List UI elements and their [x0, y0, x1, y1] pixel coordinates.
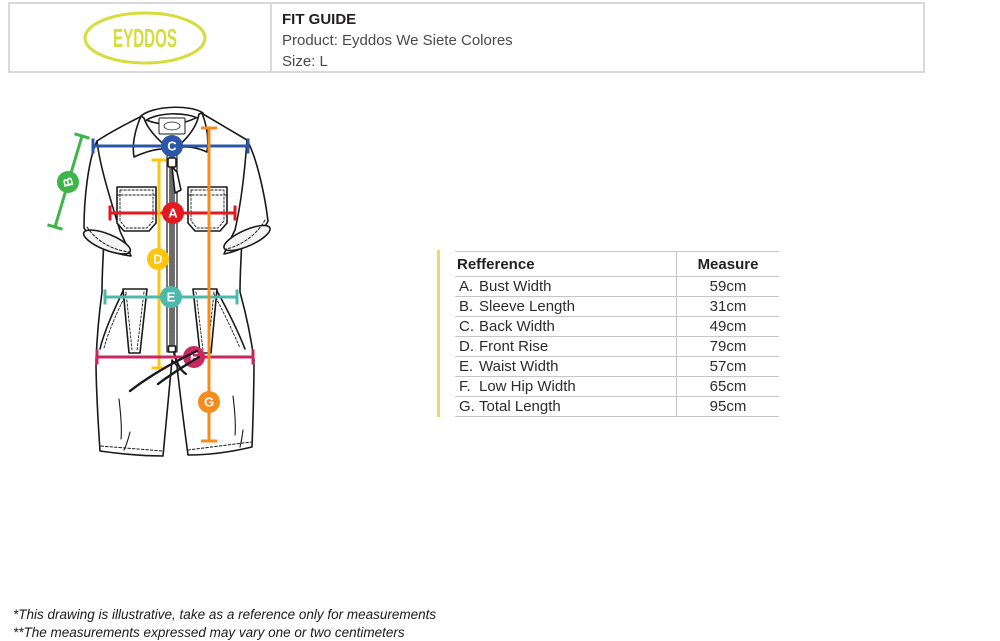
measurement-letter-d: D: [153, 252, 162, 267]
row-value: 31cm: [709, 298, 747, 315]
measurement-letter-a: A: [168, 206, 178, 221]
row-letter: C.: [459, 318, 474, 335]
brand-logo-svg: EYDDOS: [83, 11, 207, 65]
measurement-letter-e: E: [167, 290, 176, 305]
row-letter: F.: [459, 378, 471, 395]
crotch-fold-over-line: [128, 349, 201, 393]
table-accent-bar: [437, 250, 440, 417]
zipper-pull: [171, 166, 182, 194]
header: EYDDOS FIT GUIDE Product: Eyddos We Siet…: [8, 2, 925, 73]
right-cuff-opening: [223, 224, 271, 252]
left-sleeve: [83, 140, 132, 257]
brand-ellipse: [83, 11, 207, 65]
measurement-letter-b: B: [60, 176, 77, 189]
table-header-measure: Measure: [697, 256, 759, 273]
measurement-badge-d: [147, 248, 169, 270]
right-cuff-stitch: [225, 219, 266, 250]
row-value: 65cm: [709, 378, 747, 395]
table-header-row: Refference Measure: [455, 251, 779, 277]
neck-label: [158, 117, 186, 135]
table-row: C. Back Width 49cm: [455, 317, 779, 337]
right-pocket-diagonal-stitch: [213, 293, 241, 349]
table-row: F. Low Hip Width 65cm: [455, 377, 779, 397]
footnote-1: *This drawing is illustrative, take as a…: [13, 607, 437, 622]
size-table: Refference Measure A. Bust Width 59cm B. S…: [455, 251, 779, 417]
hem-stitching: [100, 441, 252, 452]
garment-drawing: C B A D E F G: [30, 95, 330, 475]
row-label: Bust Width: [479, 278, 552, 295]
measurement-overlay: C B A D E F G: [47, 126, 255, 443]
right-chest-pocket-stitch: [187, 189, 228, 229]
table-accent-rect: [437, 250, 440, 417]
left-hip-pocket: [122, 288, 148, 354]
measurement-g-line: [201, 126, 217, 443]
left-chest-pocket: [116, 186, 157, 232]
row-value: 57cm: [709, 358, 747, 375]
table-row: B. Sleeve Length 31cm: [455, 297, 779, 317]
left-hip-pocket-stitch: [125, 291, 145, 351]
table-row: A. Bust Width 59cm: [455, 277, 779, 297]
zipper-stop: [167, 345, 177, 353]
brand-logo: EYDDOS: [72, 8, 218, 68]
neck-label-logo: [163, 121, 181, 131]
row-label: Total Length: [479, 398, 561, 415]
leg-fold-marks: [118, 395, 244, 451]
measurement-letter-g: G: [204, 395, 214, 410]
header-text: FIT GUIDE Product: Eyddos We Siete Color…: [282, 9, 513, 72]
table-row: G. Total Length 95cm: [455, 397, 779, 417]
zipper-slider: [167, 157, 177, 168]
table-row: E. Waist Width 57cm: [455, 357, 779, 377]
row-value: 59cm: [709, 278, 747, 295]
row-label: Back Width: [479, 318, 555, 335]
row-letter: A.: [459, 278, 474, 295]
header-divider: [270, 4, 272, 71]
row-value: 49cm: [709, 318, 747, 335]
measurement-badge-e: [160, 286, 182, 308]
left-chest-pocket-stitch: [116, 189, 157, 229]
row-value: 95cm: [709, 398, 747, 415]
garment-svg: C B A D E F G: [47, 106, 271, 457]
row-label: Low Hip Width: [479, 378, 576, 395]
row-value: 79cm: [709, 338, 747, 355]
row-letter: B.: [459, 298, 474, 315]
page-title: FIT GUIDE: [282, 11, 357, 28]
row-letter: E.: [459, 358, 474, 375]
product-line: Product: Eyddos We Siete Colores: [282, 32, 513, 49]
row-letter: G.: [459, 398, 475, 415]
measurement-letter-c: C: [167, 139, 177, 154]
row-label: Waist Width: [479, 358, 559, 375]
row-label: Sleeve Length: [479, 298, 575, 315]
measurement-badge-b: [57, 171, 79, 193]
measurement-f-line: [95, 349, 255, 365]
left-cuff-opening: [82, 229, 132, 255]
row-label: Front Rise: [479, 338, 549, 355]
measurement-badge-g: [198, 391, 220, 413]
table-row: D. Front Rise 79cm: [455, 337, 779, 357]
measurement-letter-f: F: [190, 350, 198, 365]
table-header-reference: Refference: [455, 252, 677, 276]
left-pocket-diagonal-stitch: [103, 293, 127, 349]
brand-text: EYDDOS: [113, 23, 177, 53]
garment-illustration: [82, 106, 271, 457]
footnote-2: **The measurements expressed may vary on…: [13, 625, 405, 640]
left-cuff-stitch: [86, 226, 130, 253]
measurement-badge-a: [162, 202, 184, 224]
size-line: Size: L: [282, 53, 328, 70]
row-letter: D.: [459, 338, 474, 355]
footnotes: *This drawing is illustrative, take as a…: [13, 606, 436, 641]
measurement-badge-c: [161, 135, 183, 157]
